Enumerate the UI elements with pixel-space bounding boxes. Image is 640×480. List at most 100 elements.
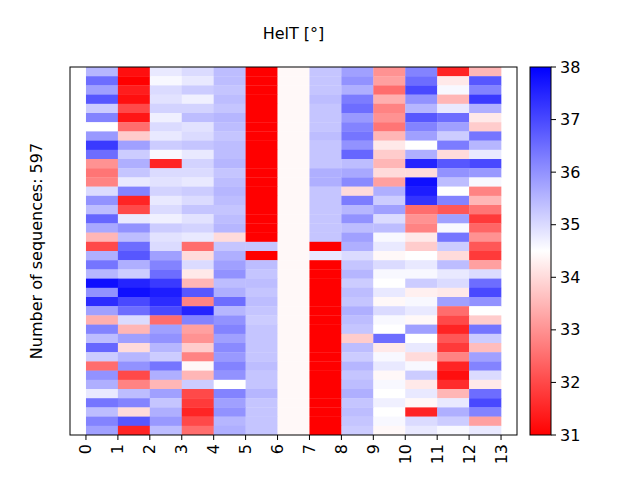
cell	[373, 67, 405, 77]
colorbar-tick	[551, 67, 556, 68]
cell	[373, 95, 405, 105]
cell	[373, 417, 405, 427]
cell	[309, 159, 341, 169]
cell	[150, 67, 182, 77]
cell	[437, 380, 469, 390]
cell	[437, 334, 469, 344]
cell	[118, 325, 150, 335]
cell	[214, 343, 246, 353]
cell	[278, 398, 310, 408]
cell	[373, 242, 405, 252]
cell	[469, 380, 501, 390]
cell	[278, 76, 310, 86]
cell	[309, 85, 341, 95]
cell	[86, 223, 118, 233]
cell	[373, 325, 405, 335]
cell	[182, 380, 214, 390]
cell	[405, 196, 437, 206]
cell	[182, 214, 214, 224]
cell	[437, 76, 469, 86]
cell	[150, 150, 182, 160]
cell	[469, 426, 501, 435]
cell	[437, 371, 469, 381]
cell	[405, 131, 437, 141]
cell	[309, 177, 341, 187]
cell	[118, 407, 150, 417]
plot-frame	[70, 67, 517, 435]
cell	[278, 325, 310, 335]
cell	[278, 352, 310, 362]
cell	[373, 214, 405, 224]
cell	[214, 67, 246, 77]
cell	[437, 177, 469, 187]
cell	[405, 361, 437, 371]
cell	[469, 288, 501, 298]
cell	[182, 315, 214, 325]
colorbar-tick	[551, 277, 556, 278]
cell	[118, 67, 150, 77]
cell	[246, 361, 278, 371]
cell	[469, 223, 501, 233]
cell	[309, 122, 341, 132]
cell	[214, 131, 246, 141]
cell	[214, 306, 246, 316]
cell	[246, 95, 278, 105]
cell	[150, 251, 182, 261]
cell	[469, 187, 501, 197]
cell	[150, 361, 182, 371]
cell	[309, 407, 341, 417]
cell	[86, 141, 118, 151]
cell	[469, 67, 501, 77]
cell	[86, 251, 118, 261]
cell	[150, 279, 182, 289]
cell	[150, 269, 182, 279]
cell	[341, 288, 373, 298]
colorbar	[530, 67, 551, 435]
cell	[214, 242, 246, 252]
cell	[437, 269, 469, 279]
cell	[278, 315, 310, 325]
cell	[150, 417, 182, 427]
cell	[405, 187, 437, 197]
x-tick	[117, 435, 118, 440]
cell	[341, 159, 373, 169]
cell	[405, 380, 437, 390]
cell	[405, 325, 437, 335]
cell	[182, 343, 214, 353]
cell	[86, 297, 118, 307]
cell	[309, 352, 341, 362]
x-tick-label: 8	[332, 444, 351, 454]
cell	[246, 398, 278, 408]
cell	[341, 417, 373, 427]
cell	[214, 279, 246, 289]
cell	[309, 426, 341, 435]
cell	[182, 223, 214, 233]
cell	[405, 85, 437, 95]
cell	[214, 371, 246, 381]
x-tick-label: 10	[396, 444, 415, 464]
cell	[437, 122, 469, 132]
cell	[373, 315, 405, 325]
cell	[246, 67, 278, 77]
cell	[118, 279, 150, 289]
cell	[150, 297, 182, 307]
cell	[182, 168, 214, 178]
cell	[437, 214, 469, 224]
cell	[214, 187, 246, 197]
cell	[246, 113, 278, 123]
cell	[182, 85, 214, 95]
cell	[309, 205, 341, 215]
cell	[214, 122, 246, 132]
cell	[150, 380, 182, 390]
cell	[214, 407, 246, 417]
cell	[150, 260, 182, 270]
cell	[118, 104, 150, 114]
cell	[341, 150, 373, 160]
cell	[278, 380, 310, 390]
cell	[373, 168, 405, 178]
cells	[86, 67, 501, 435]
cell	[278, 269, 310, 279]
cell	[150, 426, 182, 435]
cell	[469, 214, 501, 224]
cell	[341, 113, 373, 123]
